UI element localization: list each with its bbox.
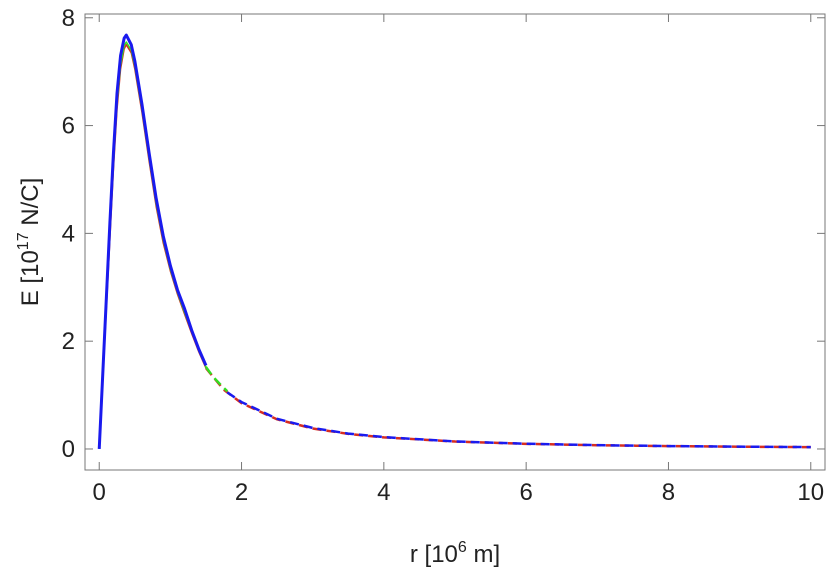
curve [204, 367, 811, 449]
x-tick-label: 8 [662, 479, 675, 506]
x-tick-label: 0 [93, 479, 106, 506]
y-tick-label: 4 [62, 220, 75, 247]
x-tick-label: 6 [519, 479, 532, 506]
x-tick-label: 4 [377, 479, 390, 506]
y-label-part: E [10 [17, 250, 44, 306]
x-tick-label: 2 [235, 479, 248, 506]
x-axis-label: r [106 m] [410, 539, 500, 568]
y-tick-label: 8 [62, 5, 75, 32]
y-tick-label: 2 [62, 328, 75, 355]
y-label-part: N/C] [17, 178, 44, 233]
x-label-sup: 6 [458, 539, 467, 556]
x-label-part: m] [467, 541, 500, 568]
y-axis-label: E [1017 N/C] [15, 178, 44, 307]
curve [97, 33, 208, 450]
y-tick-label: 6 [62, 113, 75, 140]
y-tick-label: 0 [62, 436, 75, 463]
curve [226, 391, 811, 449]
curve [204, 366, 229, 393]
y-label-sup: 17 [15, 232, 32, 250]
x-tick-label: 10 [797, 479, 824, 506]
x-label-part: r [10 [410, 541, 458, 568]
plot-frame [84, 13, 826, 471]
